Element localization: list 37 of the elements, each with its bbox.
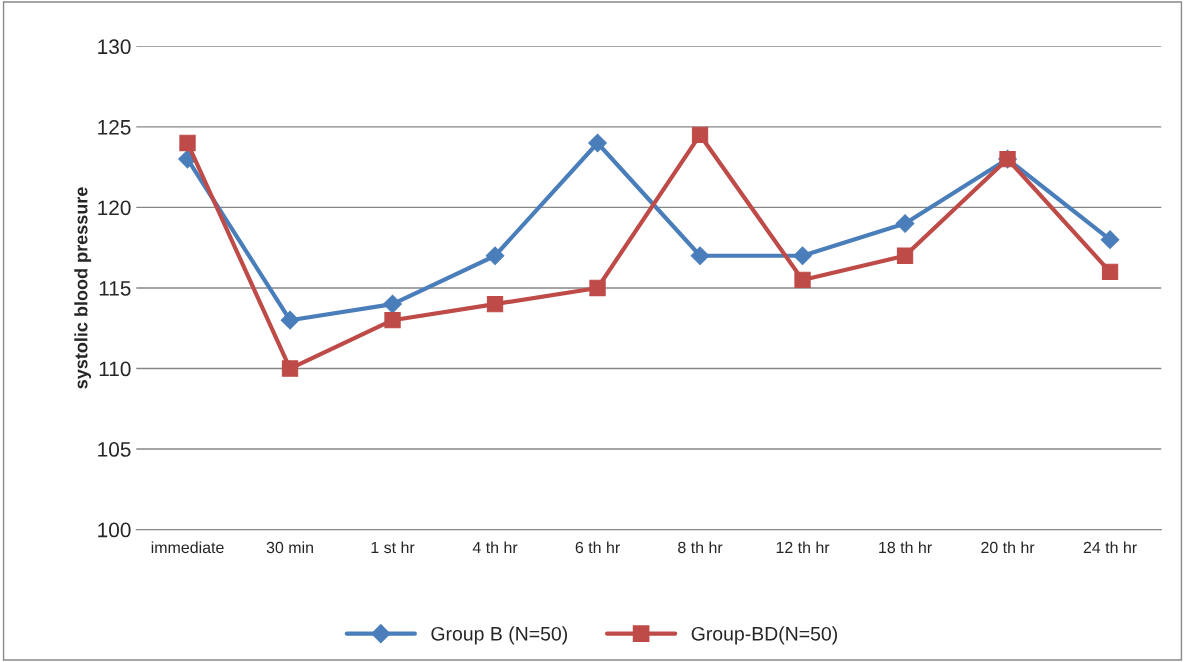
point (690, 246, 710, 266)
x-tick-label: 8 th hr (678, 541, 723, 554)
x-tick-label: 30 min (266, 541, 313, 554)
point (280, 310, 300, 330)
x-tick-label: 18 th hr (879, 541, 932, 554)
x-tick-label: 24 th hr (1083, 541, 1137, 554)
point (1100, 230, 1120, 249)
x-tick-label: 4 th hr (472, 541, 518, 554)
point (691, 126, 709, 144)
point (589, 279, 606, 297)
point (486, 295, 504, 313)
point (1101, 263, 1119, 281)
legend-label: Group B (N=50) (431, 626, 567, 645)
point (793, 246, 812, 266)
point (485, 246, 505, 266)
point (588, 133, 607, 153)
x-tick-label: 6 th hr (575, 541, 620, 554)
point (281, 360, 299, 377)
y-tick-label: 100 (98, 522, 131, 538)
point (896, 247, 914, 264)
y-tick-label: 130 (98, 39, 131, 55)
point (179, 134, 196, 152)
point (383, 294, 402, 314)
x-tick-label: 12 th hr (776, 541, 830, 554)
y-tick-label: 125 (98, 119, 131, 135)
y-tick-label: 110 (99, 361, 131, 377)
point (895, 214, 915, 233)
x-tick-label: 1 st hr (371, 541, 415, 554)
point (384, 312, 401, 329)
y-tick-label: 120 (98, 200, 131, 216)
y-axis-title: systolic blood pressure (74, 187, 92, 389)
x-tick-label: 20 th hr (981, 541, 1035, 554)
y-tick-label: 115 (99, 281, 131, 296)
x-tick-label: immediate (151, 541, 224, 554)
legend-label: Group-BD(N=50) (691, 626, 837, 645)
y-tick-label: 105 (98, 442, 131, 457)
point (794, 271, 811, 289)
